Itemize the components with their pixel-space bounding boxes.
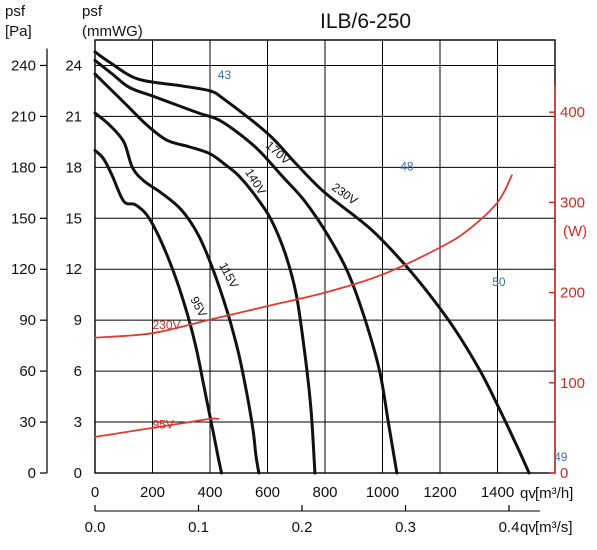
x1-tick: 1400 (481, 484, 514, 501)
x1-tick: 0 (91, 484, 99, 501)
y-outer-label-psf: psf (5, 3, 26, 20)
x1-tick: 1200 (423, 484, 456, 501)
y-outer-tick: 60 (19, 363, 36, 380)
y-inner-tick: 0 (74, 465, 82, 482)
y-outer-tick: 240 (11, 57, 36, 74)
y-outer-tick: 210 (11, 108, 36, 125)
y-inner-tick: 18 (65, 159, 82, 176)
curve-115v (93, 111, 261, 475)
y-inner-unit: (mmWG) (82, 23, 143, 40)
y-inner-label-psf: psf (82, 3, 103, 20)
y-outer-tick: 180 (11, 159, 36, 176)
y-inner-tick: 9 (74, 312, 82, 329)
noise-label: 50 (492, 275, 506, 289)
y-inner-tick: 21 (65, 108, 82, 125)
y-outer-tick: 90 (19, 312, 36, 329)
right-tick: 0 (560, 465, 568, 482)
power-label-230v: 230V (153, 318, 181, 332)
grid-layer (95, 40, 555, 473)
x1-tick: 800 (312, 484, 337, 501)
power-curve-230v (94, 174, 513, 339)
x2-label: qv (520, 519, 536, 536)
curve-label-230v: 230V (329, 180, 360, 208)
x2-tick: 0.2 (292, 519, 313, 536)
x1-unit: [m³/h] (535, 485, 573, 502)
y-outer-tick: 0 (28, 465, 36, 482)
bottom-ticks-m3s: 0.0 0.1 0.2 0.3 0.4 (85, 505, 520, 536)
y-outer-tick: 30 (19, 414, 36, 431)
chart-title: ILB/6-250 (320, 10, 411, 33)
curve-label-95v: 95V (187, 294, 209, 319)
y-inner-tick: 6 (74, 363, 82, 380)
x1-label: qv (520, 485, 536, 502)
x2-tick: 0.0 (85, 519, 106, 536)
noise-label: 49 (554, 450, 568, 464)
y-inner-tick: 12 (65, 261, 82, 278)
right-tick: 100 (560, 375, 585, 392)
curve-170v (93, 58, 399, 475)
left-inner-ticks: 0 3 6 9 12 15 18 21 24 (65, 57, 82, 482)
x1-tick: 1000 (366, 484, 399, 501)
left-outer-ticks: 0 30 60 90 120 150 180 210 240 (11, 48, 48, 482)
noise-label: 48 (400, 160, 414, 174)
curve-230v (93, 50, 531, 475)
y-outer-tick: 120 (11, 261, 36, 278)
power-label-95v: 95V (153, 417, 174, 431)
curve-95v (93, 148, 223, 475)
y-outer-unit: [Pa] (5, 23, 32, 40)
noise-annotations: 43 48 50 49 (218, 68, 568, 464)
right-tick: 300 (560, 194, 585, 211)
y-outer-tick: 150 (11, 210, 36, 227)
x1-tick: 400 (197, 484, 222, 501)
curve-label-140v: 140V (242, 166, 269, 197)
x2-tick: 0.3 (395, 519, 416, 536)
y-inner-tick: 15 (65, 210, 82, 227)
right-ticks: 0 100 200 300 400 (549, 85, 585, 482)
x2-tick: 0.4 (499, 519, 520, 536)
x1-tick: 200 (140, 484, 165, 501)
x1-tick: 600 (255, 484, 280, 501)
power-curve-95v (94, 417, 220, 438)
power-curves: 230V 95V (94, 174, 513, 438)
bottom-ticks-m3h: 0 200 400 600 800 1000 1200 1400 (91, 484, 514, 501)
curve-140v (93, 72, 317, 475)
x2-unit: [m³/s] (535, 519, 573, 536)
y-inner-tick: 3 (74, 414, 82, 431)
right-tick: 200 (560, 285, 585, 302)
x2-tick: 0.1 (188, 519, 209, 536)
y-inner-tick: 24 (65, 57, 82, 74)
right-tick: 400 (560, 104, 585, 121)
right-axis-unit: (W) (563, 223, 587, 240)
noise-label: 43 (218, 68, 232, 82)
